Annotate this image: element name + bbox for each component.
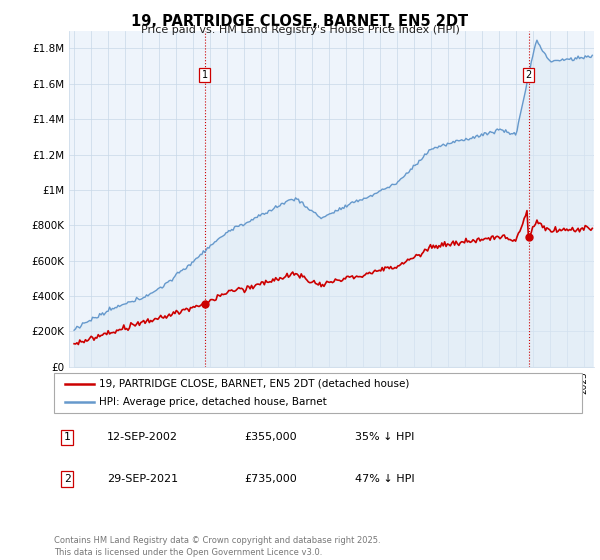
Text: £735,000: £735,000 [244, 474, 297, 484]
Text: 47% ↓ HPI: 47% ↓ HPI [355, 474, 415, 484]
Text: 19, PARTRIDGE CLOSE, BARNET, EN5 2DT (detached house): 19, PARTRIDGE CLOSE, BARNET, EN5 2DT (de… [99, 379, 409, 389]
Text: HPI: Average price, detached house, Barnet: HPI: Average price, detached house, Barn… [99, 398, 326, 407]
Text: Price paid vs. HM Land Registry's House Price Index (HPI): Price paid vs. HM Land Registry's House … [140, 25, 460, 35]
Text: 2: 2 [64, 474, 71, 484]
Text: 12-SEP-2002: 12-SEP-2002 [107, 432, 178, 442]
Text: £355,000: £355,000 [244, 432, 297, 442]
Text: 35% ↓ HPI: 35% ↓ HPI [355, 432, 415, 442]
Text: 1: 1 [64, 432, 71, 442]
Text: 1: 1 [202, 70, 208, 80]
Text: 19, PARTRIDGE CLOSE, BARNET, EN5 2DT: 19, PARTRIDGE CLOSE, BARNET, EN5 2DT [131, 14, 469, 29]
FancyBboxPatch shape [54, 373, 582, 413]
Text: 29-SEP-2021: 29-SEP-2021 [107, 474, 178, 484]
Text: 2: 2 [526, 70, 532, 80]
Text: Contains HM Land Registry data © Crown copyright and database right 2025.
This d: Contains HM Land Registry data © Crown c… [54, 536, 380, 557]
